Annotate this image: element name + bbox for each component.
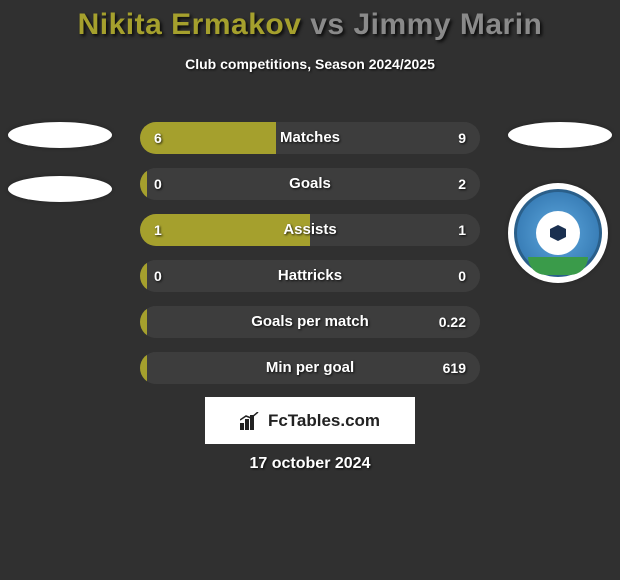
bar-label: Goals per match [140, 306, 480, 338]
stat-bar-row: Assists1 1 [140, 214, 480, 246]
title-player1: Nikita Ermakov [78, 8, 302, 41]
chart-icon [240, 412, 262, 430]
title-player2: Jimmy Marin [353, 8, 542, 41]
bar-value-left: 1 [154, 214, 162, 246]
player2-club-badge [508, 183, 608, 283]
stat-bar-row: Goals0 2 [140, 168, 480, 200]
player1-ellipse-1 [8, 122, 112, 148]
bar-value-right: 0 [458, 260, 466, 292]
subtitle: Club competitions, Season 2024/2025 [0, 56, 620, 72]
attribution-text: FcTables.com [268, 411, 380, 431]
page-title: Nikita Ermakov vs Jimmy Marin [0, 0, 620, 42]
player1-logo-column [8, 122, 112, 230]
stat-bar-row: Min per goal619 [140, 352, 480, 384]
bar-value-left: 0 [154, 168, 162, 200]
bar-value-right: 2 [458, 168, 466, 200]
stat-bar-row: Hattricks0 0 [140, 260, 480, 292]
bar-value-left: 6 [154, 122, 162, 154]
player2-logo-column [508, 122, 612, 283]
bar-label: Hattricks [140, 260, 480, 292]
player2-ellipse-1 [508, 122, 612, 148]
bar-value-right: 9 [458, 122, 466, 154]
bar-value-left: 0 [154, 260, 162, 292]
player1-ellipse-2 [8, 176, 112, 202]
stats-comparison-card: Nikita Ermakov vs Jimmy Marin Club compe… [0, 0, 620, 580]
attribution-box[interactable]: FcTables.com [205, 397, 415, 444]
date-text: 17 october 2024 [0, 455, 620, 473]
bar-value-right: 0.22 [439, 306, 466, 338]
bar-label: Assists [140, 214, 480, 246]
bar-value-right: 619 [443, 352, 466, 384]
bars-container: Matches69Goals02Assists11Hattricks00Goal… [140, 122, 480, 398]
bar-label: Min per goal [140, 352, 480, 384]
stat-bar-row: Goals per match0.22 [140, 306, 480, 338]
badge-green-arc [528, 257, 588, 275]
title-separator: vs [301, 8, 353, 41]
stat-bar-row: Matches6 9 [140, 122, 480, 154]
bar-label: Goals [140, 168, 480, 200]
bar-value-right: 1 [458, 214, 466, 246]
bar-label: Matches [140, 122, 480, 154]
